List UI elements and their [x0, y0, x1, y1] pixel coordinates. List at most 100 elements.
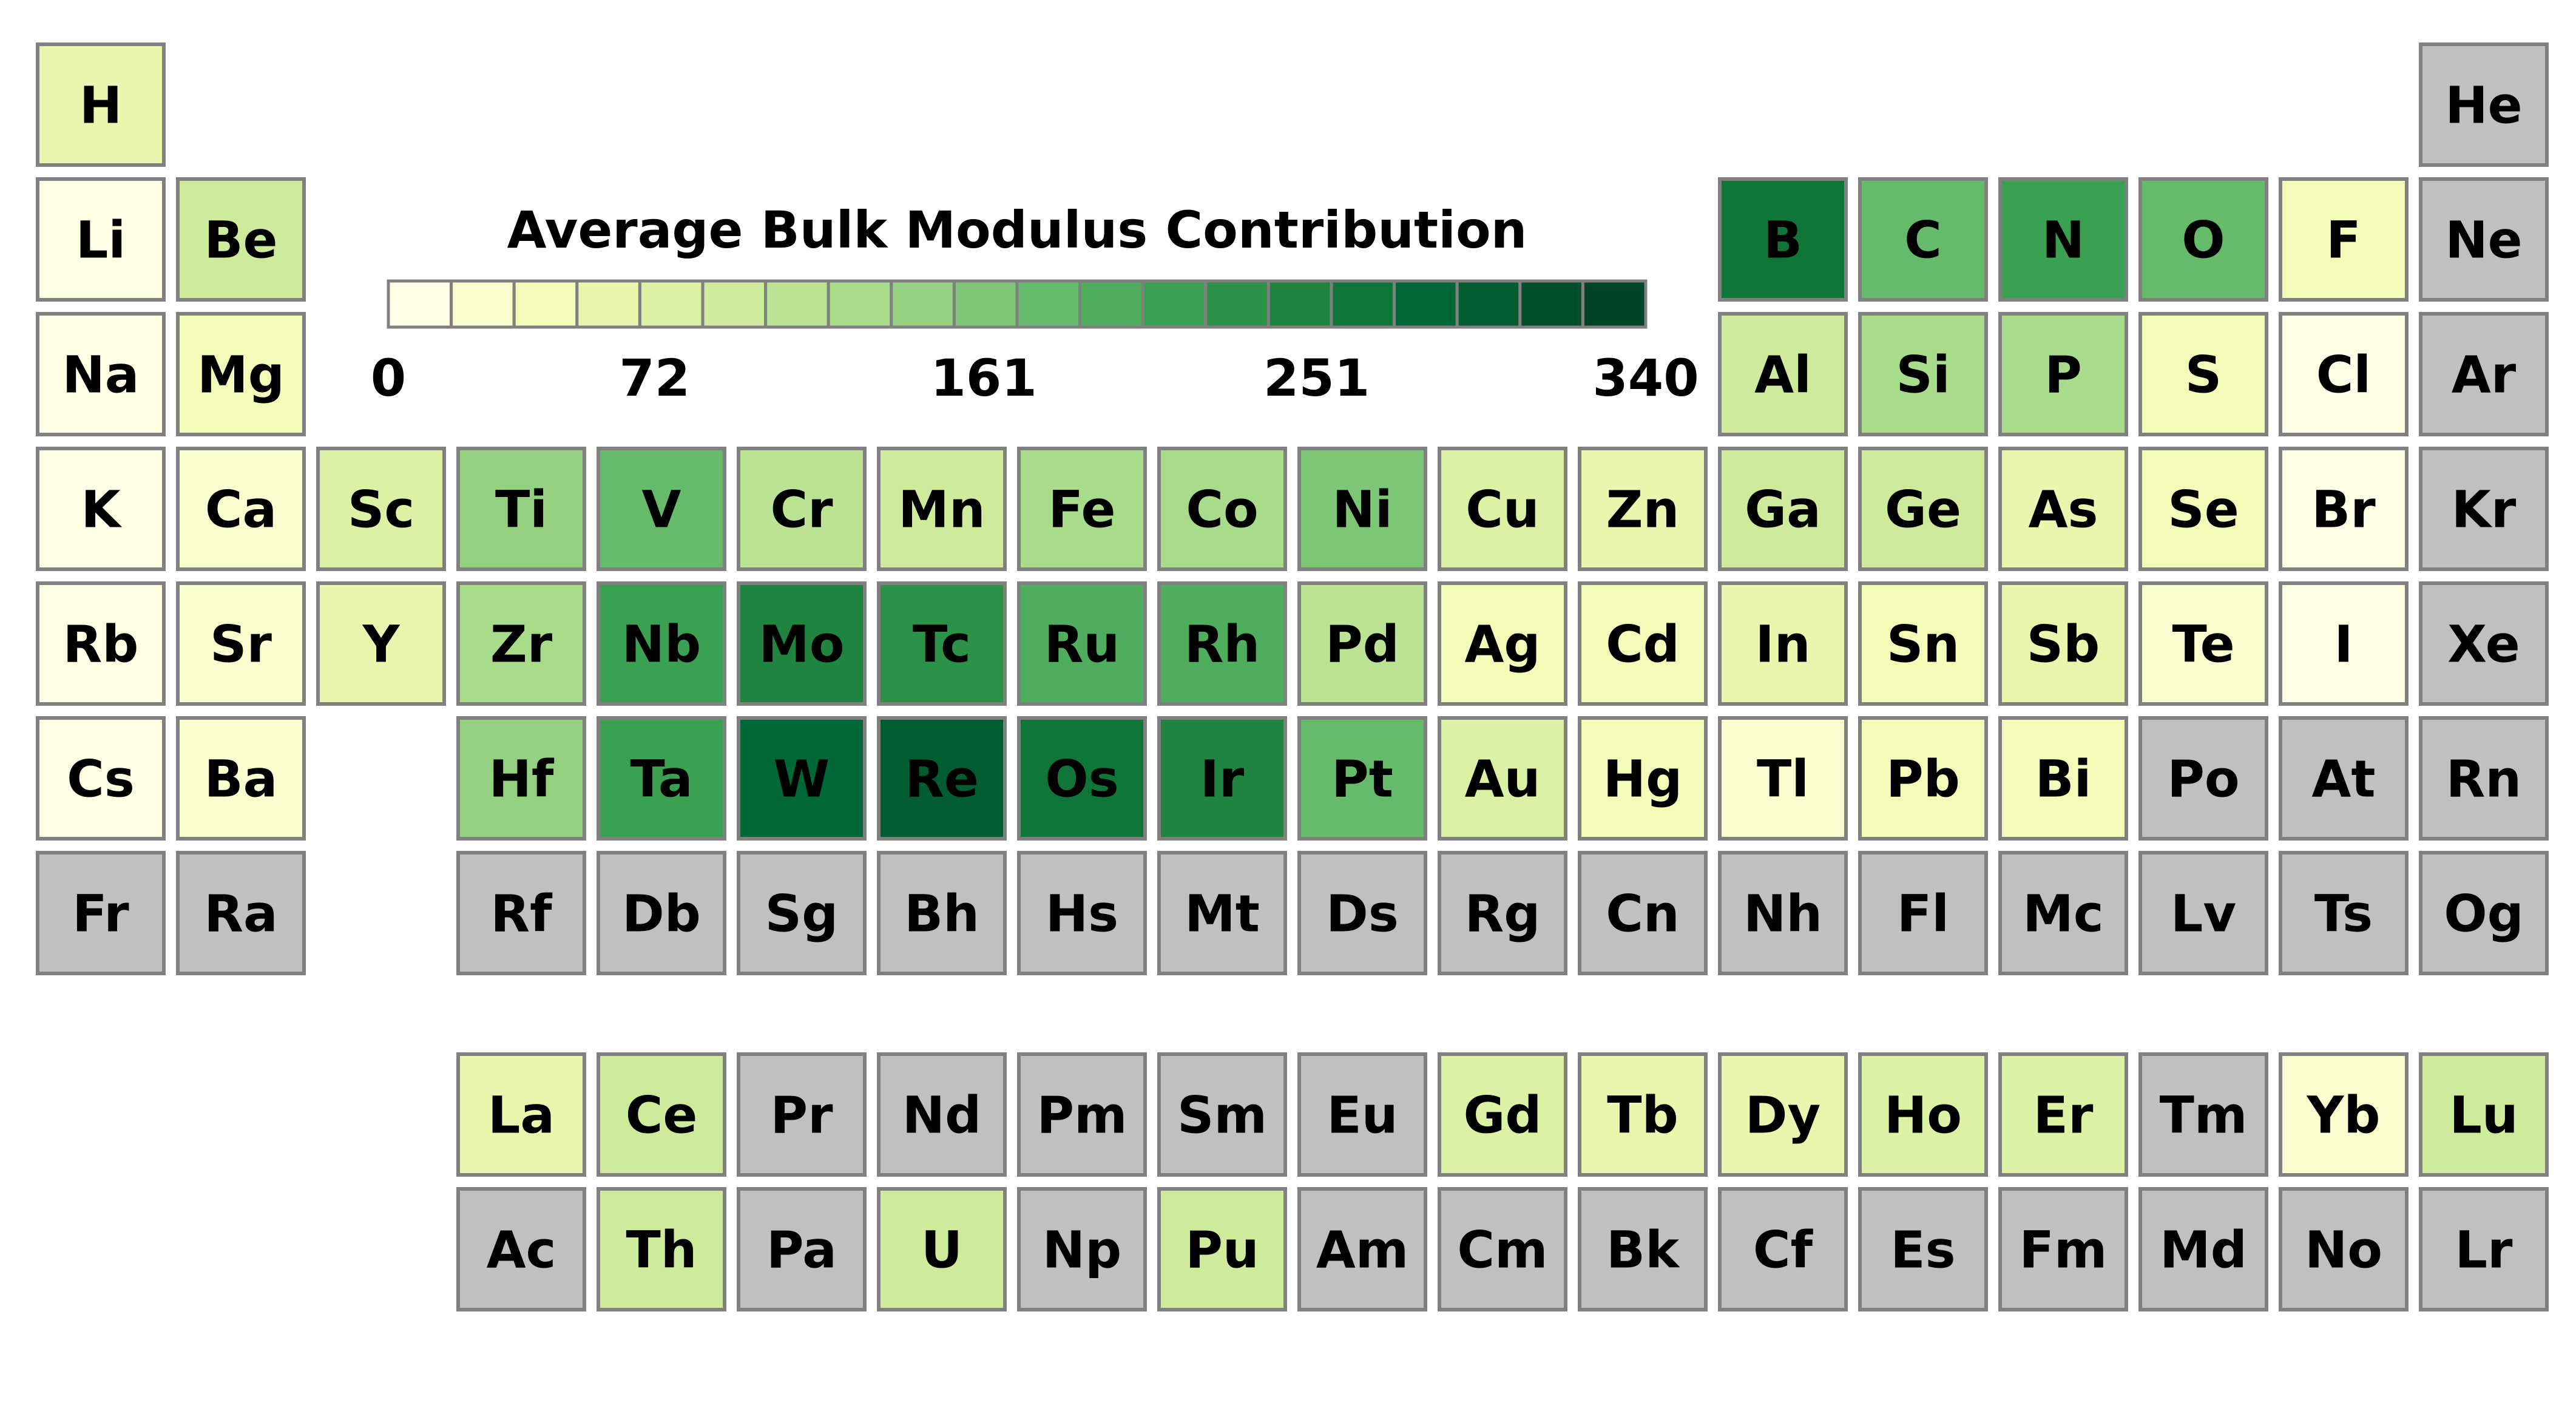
element-tile-hf: [456, 716, 586, 841]
element-symbol: Si: [1896, 345, 1950, 405]
element-symbol: Mt: [1185, 884, 1260, 944]
element-cell-pm: Pm: [1017, 1052, 1147, 1177]
element-cell-ti: Ti: [456, 447, 586, 571]
element-tile-ru: [1017, 581, 1147, 706]
element-tile-cs: [36, 716, 166, 841]
element-cell-eu: Eu: [1297, 1052, 1427, 1177]
element-tile-ne: [2419, 177, 2549, 302]
element-tile-ce: [597, 1052, 726, 1177]
colorbar: Average Bulk Modulus Contribution 0 72 161…: [371, 200, 1699, 408]
element-cell-bh: Bh: [877, 851, 1007, 975]
element-tile-o: [2138, 177, 2268, 302]
element-cell-ar: Ar: [2419, 312, 2549, 436]
element-cell-no: No: [2279, 1187, 2409, 1311]
element-cell-se: Se: [2138, 447, 2268, 571]
element-tile-cl: [2279, 312, 2409, 436]
element-symbol: C: [1904, 211, 1942, 270]
element-cell-db: Db: [597, 851, 726, 975]
element-symbol: Bi: [2035, 749, 2092, 809]
element-symbol: Sm: [1177, 1086, 1267, 1145]
element-cell-fm: Fm: [1998, 1187, 2128, 1311]
element-tile-si: [1858, 312, 1988, 436]
element-symbol: Es: [1890, 1220, 1955, 1280]
element-cell-hf: Hf: [456, 716, 586, 841]
colorbar-bin: [1141, 279, 1208, 329]
element-symbol: Ac: [487, 1220, 556, 1280]
element-symbol: Nh: [1743, 884, 1822, 944]
element-tile-sc: [316, 447, 446, 571]
element-symbol: La: [488, 1086, 555, 1145]
element-symbol: Hg: [1603, 749, 1682, 809]
element-symbol: Fm: [2020, 1220, 2108, 1280]
element-tile-br: [2279, 447, 2409, 571]
element-cell-si: Si: [1858, 312, 1988, 436]
element-cell-as: As: [1998, 447, 2128, 571]
element-symbol: Sn: [1887, 615, 1959, 674]
element-tile-at: [2279, 716, 2409, 841]
element-cell-rg: Rg: [1438, 851, 1567, 975]
element-tile-h: [36, 42, 166, 167]
element-cell-cm: Cm: [1438, 1187, 1567, 1311]
colorbar-bin: [952, 279, 1019, 329]
element-cell-hg: Hg: [1578, 716, 1708, 841]
element-symbol: B: [1763, 211, 1802, 270]
element-tile-rb: [36, 581, 166, 706]
element-tile-tl: [1718, 716, 1848, 841]
element-cell-na: Na: [36, 312, 166, 436]
element-cell-nd: Nd: [877, 1052, 1007, 1177]
element-cell-pa: Pa: [737, 1187, 867, 1311]
element-tile-er: [1998, 1052, 2128, 1177]
element-tile-sr: [176, 581, 306, 706]
element-tile-xe: [2419, 581, 2549, 706]
element-symbol: Pm: [1036, 1086, 1127, 1145]
colorbar-bins: [387, 279, 1648, 329]
element-symbol: Zr: [490, 615, 553, 674]
element-symbol: Ir: [1200, 749, 1245, 809]
element-cell-pd: Pd: [1297, 581, 1427, 706]
element-symbol: I: [2334, 615, 2353, 674]
element-tile-mg: [176, 312, 306, 436]
element-tile-sm: [1157, 1052, 1287, 1177]
element-symbol: Cl: [2316, 345, 2371, 405]
element-tile-tb: [1578, 1052, 1708, 1177]
element-tile-as: [1998, 447, 2128, 571]
element-tile-na: [36, 312, 166, 436]
element-symbol: Se: [2168, 480, 2239, 540]
element-cell-lr: Lr: [2419, 1187, 2549, 1311]
element-tile-ta: [597, 716, 726, 841]
element-cell-dy: Dy: [1718, 1052, 1848, 1177]
element-cell-pu: Pu: [1157, 1187, 1287, 1311]
element-cell-ds: Ds: [1297, 851, 1427, 975]
element-tile-bh: [877, 851, 1007, 975]
element-cell-ca: Ca: [176, 447, 306, 571]
element-cell-p: P: [1998, 312, 2128, 436]
element-tile-og: [2419, 851, 2549, 975]
element-symbol: Rf: [490, 884, 553, 944]
colorbar-bin: [1078, 279, 1144, 329]
element-symbol: Sr: [210, 615, 272, 674]
element-symbol: Dy: [1745, 1086, 1820, 1145]
element-cell-lu: Lu: [2419, 1052, 2549, 1177]
element-cell-ra: Ra: [176, 851, 306, 975]
element-cell-cu: Cu: [1438, 447, 1567, 571]
colorbar-bin: [1266, 279, 1333, 329]
element-cell-tc: Tc: [877, 581, 1007, 706]
element-cell-tm: Tm: [2138, 1052, 2268, 1177]
element-tile-bk: [1578, 1187, 1708, 1311]
element-symbol: Pa: [766, 1220, 837, 1280]
element-symbol: Ge: [1885, 480, 1961, 540]
element-symbol: Cd: [1606, 615, 1680, 674]
element-symbol: Au: [1465, 749, 1541, 809]
element-cell-es: Es: [1858, 1187, 1988, 1311]
element-cell-er: Er: [1998, 1052, 2128, 1177]
element-tile-cr: [737, 447, 867, 571]
element-symbol: He: [2445, 76, 2522, 135]
element-tile-fe: [1017, 447, 1147, 571]
element-tile-lv: [2138, 851, 2268, 975]
element-tile-ga: [1718, 447, 1848, 571]
element-cell-cd: Cd: [1578, 581, 1708, 706]
element-cell-cl: Cl: [2279, 312, 2409, 436]
element-tile-mc: [1998, 851, 2128, 975]
element-cell-yb: Yb: [2279, 1052, 2409, 1177]
element-cell-sc: Sc: [316, 447, 446, 571]
